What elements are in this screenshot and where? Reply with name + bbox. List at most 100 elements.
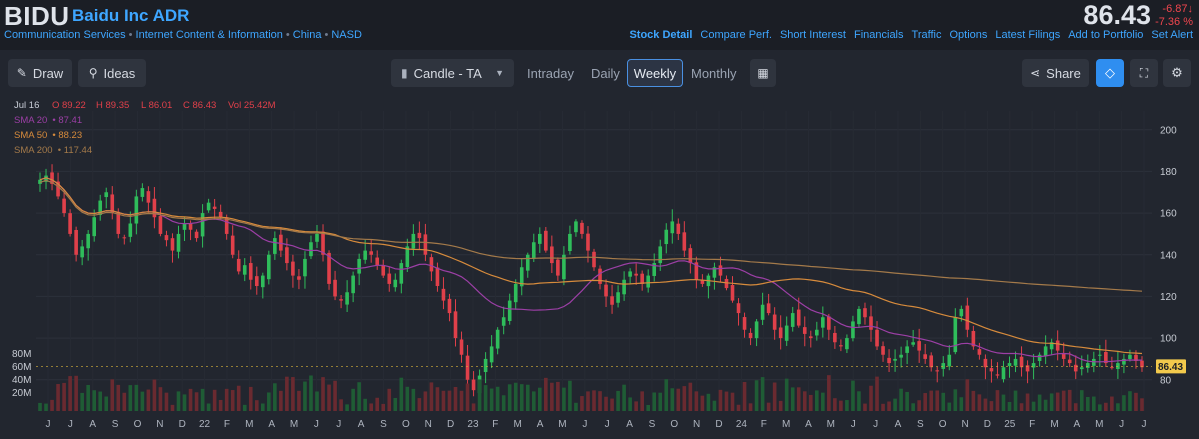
volume-bar (586, 391, 590, 411)
candle-body (694, 262, 699, 280)
settings-button[interactable]: ⚙ (1163, 59, 1191, 87)
volume-bar (658, 392, 663, 411)
candle-body (808, 336, 813, 339)
last-price-tag (1156, 359, 1186, 374)
volume-bar (68, 376, 72, 411)
volume-bar (1067, 389, 1072, 411)
volume-bar (375, 397, 380, 411)
volume-bar (827, 375, 831, 411)
company-name[interactable]: Baidu Inc ADR (72, 6, 190, 25)
breadcrumb-item[interactable]: Internet Content & Information (135, 29, 283, 41)
candle-body (224, 217, 229, 234)
nav-link-options[interactable]: Options (949, 29, 988, 41)
diamond-icon: ◇ (1105, 65, 1115, 80)
ohlc-readout-value: O 89.22 (52, 100, 86, 111)
candle-body (86, 233, 90, 249)
candle-body (164, 235, 169, 241)
change-value: -6.87 (1162, 3, 1188, 15)
volume-bar (1122, 395, 1126, 411)
volume-bar (766, 402, 771, 411)
candle-body (676, 223, 681, 234)
last-price: 86.43 (1083, 0, 1151, 30)
candle-body (953, 317, 958, 353)
candle-body (483, 358, 488, 373)
volume-bar (1031, 401, 1036, 411)
volume-bar (676, 388, 681, 411)
nav-link-latest-filings[interactable]: Latest Filings (995, 29, 1061, 41)
ideas-button[interactable]: ⚲ Ideas (78, 59, 146, 87)
candle-body (778, 327, 783, 339)
volume-bar (929, 390, 934, 411)
candle-body (742, 317, 747, 330)
breadcrumb-item[interactable]: China (292, 29, 322, 41)
nav-link-financials[interactable]: Financials (853, 29, 904, 41)
volume-bar (1104, 402, 1108, 411)
volume-bar (592, 390, 596, 411)
candle-body (291, 261, 295, 276)
tab-intraday[interactable]: Intraday (527, 66, 574, 81)
volume-bar (128, 385, 133, 411)
price-chart[interactable]: 200 180 160 140 120 100 80 J J A S O N D 22 F M A M J J A S O N D… (0, 97, 1199, 439)
chart-type-select[interactable]: ▮ Candle - TA ▼ (391, 59, 514, 87)
x-axis-label: F (224, 419, 230, 430)
volume-bar (501, 395, 506, 411)
volume-bar (212, 389, 217, 411)
draw-button[interactable]: ✎ Draw (8, 59, 72, 87)
candle-body (194, 231, 199, 239)
volume-bar (230, 390, 235, 411)
nav-link-set-alert[interactable]: Set Alert (1151, 29, 1193, 41)
candle-body (863, 308, 867, 318)
candle-body (1025, 365, 1030, 372)
volume-bar (863, 403, 867, 411)
candle-body (315, 233, 319, 242)
breadcrumb: Communication Services • Internet Content … (4, 29, 362, 41)
candle-body (110, 194, 115, 214)
candle-body (1055, 340, 1060, 351)
tab-daily[interactable]: Daily (591, 66, 620, 81)
candle-body (134, 196, 139, 224)
volume-bar (953, 389, 958, 411)
chart-canvas[interactable]: 200 180 160 140 120 100 80 J J A S O N D 22 F M A M J J A S O N D… (0, 97, 1199, 439)
y-axis-label: 120 (1160, 292, 1177, 303)
tab-monthly[interactable]: Monthly (691, 66, 737, 81)
candle-body (1073, 364, 1078, 372)
breadcrumb-item[interactable]: Communication Services (4, 29, 126, 41)
volume-bar (260, 403, 265, 411)
candle-body (303, 258, 307, 277)
breadcrumb-item[interactable]: NASD (331, 29, 362, 41)
candle-body (489, 346, 494, 363)
volume-bar (1110, 396, 1114, 411)
candle-body (375, 257, 380, 266)
share-button[interactable]: ⋖ Share (1022, 59, 1089, 87)
volume-bar (923, 393, 928, 411)
fullscreen-button[interactable]: ⛶ (1130, 59, 1158, 87)
volume-bar (622, 384, 626, 411)
volume-bar (495, 386, 500, 411)
x-axis-label: D (715, 419, 722, 430)
volume-bar (802, 391, 807, 411)
tab-weekly[interactable]: Weekly (627, 59, 683, 87)
nav-link-add-to-portfolio[interactable]: Add to Portfolio (1068, 29, 1144, 41)
candle-body (935, 370, 940, 372)
candle-body (507, 300, 512, 321)
candle-body (857, 308, 861, 325)
nav-link-traffic[interactable]: Traffic (911, 29, 942, 41)
candle-body (544, 230, 548, 251)
ticker-symbol: BIDU (4, 1, 70, 31)
candle-body (459, 339, 464, 355)
volume-bar (965, 379, 970, 411)
premium-button[interactable]: ◇ (1096, 59, 1124, 87)
nav-link-short-interest[interactable]: Short Interest (779, 29, 846, 41)
nav-link-stock-detail[interactable]: Stock Detail (629, 29, 693, 41)
candle-body (616, 292, 620, 303)
x-axis-label: J (1119, 419, 1124, 430)
volume-bar (188, 388, 193, 411)
nav-link-compare-perf-[interactable]: Compare Perf. (700, 29, 772, 41)
calendar-button[interactable]: ▦ (750, 59, 776, 87)
candle-body (995, 374, 1000, 376)
volume-bar (92, 390, 97, 411)
candle-body (50, 172, 54, 184)
x-axis-label: A (895, 419, 902, 430)
candle-body (586, 233, 590, 251)
candle-body (279, 234, 283, 251)
